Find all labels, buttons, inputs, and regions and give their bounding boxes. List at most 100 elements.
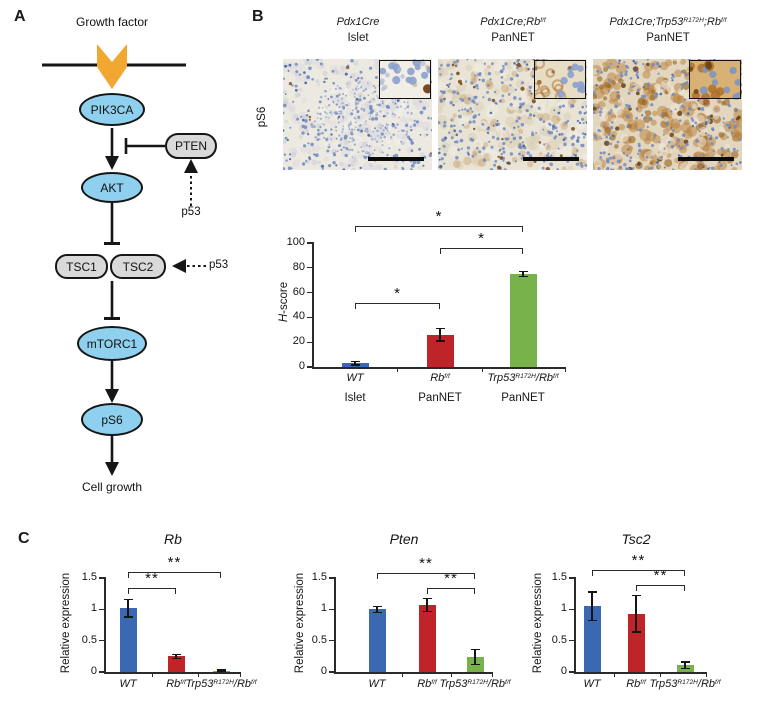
significance-bracket (128, 588, 176, 595)
text-part: f/f (251, 678, 257, 686)
text-part: /Rb (233, 678, 252, 690)
x-category-label: Rbf/f (556, 678, 716, 690)
x-tick (660, 673, 662, 677)
text-part: Rb (430, 372, 445, 384)
ihc-inset (689, 60, 741, 99)
y-tick (307, 341, 312, 343)
text-part: Rb (626, 678, 641, 690)
significance-label: ** (419, 554, 433, 572)
y-tick-label: 20 (292, 335, 305, 348)
bar-1 (167, 656, 185, 672)
p53-pten-arrowhead (184, 159, 198, 173)
text-part: R172H (467, 678, 488, 686)
error-bar-line (522, 271, 524, 277)
scale-bar (523, 157, 579, 161)
text-part: f/f (505, 678, 511, 686)
y-axis (104, 577, 106, 673)
ps6-row-label: pS6 (256, 106, 268, 128)
text-part: f/f (553, 372, 559, 380)
text-part: Rb (166, 678, 181, 690)
error-bar-line (175, 654, 177, 659)
x-tick (402, 673, 404, 677)
y-tick-label: 0 (90, 665, 97, 677)
x-category-label: Trp53R172H/Rbf/f (605, 678, 760, 690)
error-bar-cap (470, 648, 480, 651)
text-part: ;Rb (703, 16, 721, 28)
bar-2 (212, 670, 230, 672)
text-part: R172H (515, 372, 536, 380)
significance-bracket (355, 225, 523, 232)
inset-texture (690, 61, 740, 98)
scale-bar (368, 157, 424, 161)
x-sublabel: PanNET (418, 392, 462, 404)
chart-title-pten: Pten (389, 531, 419, 547)
x-category-label: WT (275, 372, 435, 384)
cell-growth-label: Cell growth (81, 480, 143, 494)
ihc-image-islet (283, 59, 432, 170)
bar-2 (509, 274, 537, 367)
significance-bracket (440, 247, 523, 254)
error-bar-line (635, 595, 637, 632)
error-bar-cap (680, 667, 690, 670)
error-bar-line (376, 606, 378, 613)
tissue-texture (593, 59, 742, 170)
text-part: f/f (540, 16, 546, 24)
y-tick (569, 671, 574, 673)
text-part: Pdx1Cre;Trp53 (609, 16, 684, 28)
error-bar-cap (216, 670, 226, 673)
text-part: Trp53 (439, 678, 468, 690)
node-tsc1: TSC1 (55, 254, 108, 279)
significance-bracket (128, 571, 221, 578)
text-part: WT (346, 372, 364, 384)
bar-1 (418, 604, 436, 672)
y-axis-title: Relative expression (532, 572, 544, 674)
bar-1 (627, 613, 645, 672)
p53-pten-label: p53 (181, 206, 201, 218)
significance-label: * (394, 284, 401, 302)
tissue-title: PanNET (646, 32, 690, 44)
node-ps6: pS6 (81, 403, 143, 436)
text-part: Rb (417, 678, 432, 690)
text-part: WT (368, 678, 386, 690)
bar-0 (341, 363, 369, 367)
y-tick (569, 577, 574, 579)
chart-title-tsc2: Tsc2 (621, 531, 651, 547)
significance-label: * (478, 229, 485, 247)
x-sublabel: PanNET (501, 392, 545, 404)
node-pik3ca: PIK3CA (79, 93, 145, 126)
significance-bracket (427, 588, 475, 595)
x-axis (104, 672, 241, 674)
error-bar-cap (216, 669, 226, 671)
x-category-label: Trp53R172H/Rbf/f (395, 678, 555, 690)
x-category-label: Rbf/f (96, 678, 256, 690)
text-part: f/f (720, 16, 727, 24)
text-part: f/f (444, 372, 450, 380)
error-bar-line (426, 598, 428, 612)
text-part: Trp53 (649, 678, 678, 690)
x-category-label: Trp53R172H/Rbf/f (141, 678, 301, 690)
significance-label: ** (167, 553, 182, 571)
bar-0 (119, 608, 137, 672)
ihc-image-trp53-rb-pannet (593, 59, 742, 170)
text-part: WT (119, 678, 137, 690)
y-tick-label: 0 (298, 360, 305, 372)
error-bar-cap (123, 616, 133, 618)
node-tsc2: TSC2 (110, 254, 166, 279)
bar-0 (583, 606, 601, 672)
error-bar-cap (518, 270, 528, 273)
error-bar-cap (435, 340, 445, 342)
y-tick-label: 100 (286, 236, 305, 248)
y-tick (99, 671, 104, 673)
x-tick (706, 673, 708, 677)
y-tick (307, 316, 312, 319)
y-tick-label: 1.5 (311, 571, 327, 583)
genotype-title: Pdx1Cre;Rbf/f (428, 16, 598, 28)
text-part: f/f (180, 678, 186, 686)
y-tick (329, 577, 334, 579)
error-bar-cap (518, 275, 528, 278)
y-tick-label: 1.5 (81, 571, 97, 583)
x-category-label: WT (48, 678, 208, 690)
column-header-rb: Pdx1Cre;Rbf/f PanNET (428, 16, 598, 44)
x-axis (574, 672, 707, 674)
